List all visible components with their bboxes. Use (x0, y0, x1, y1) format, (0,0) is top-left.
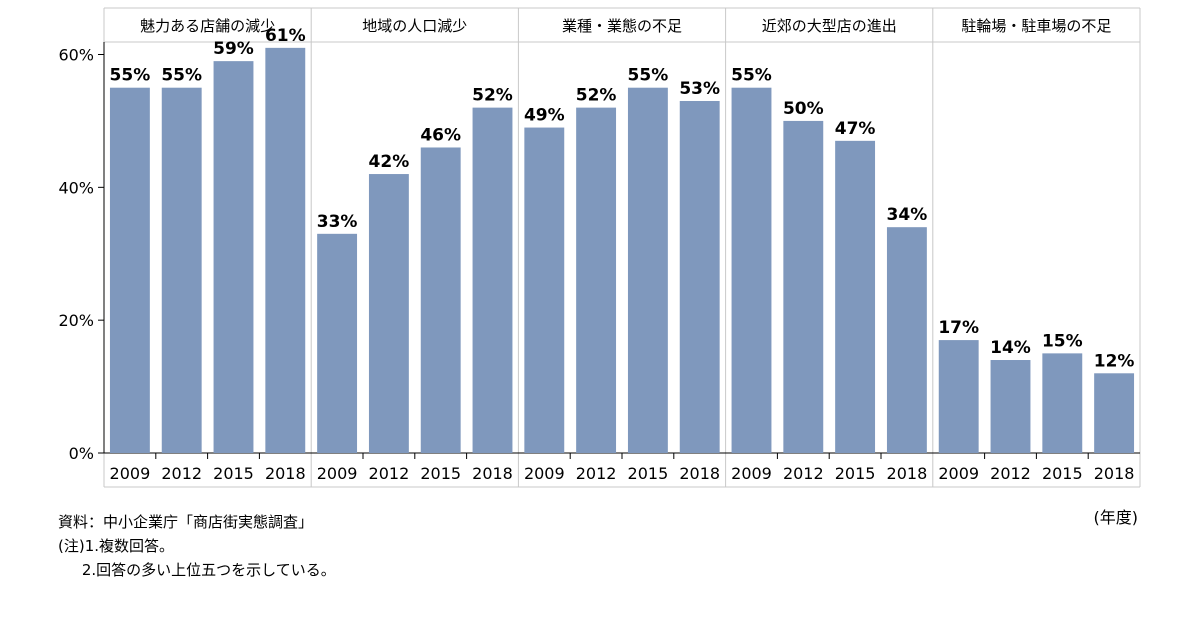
bar (368, 174, 409, 453)
x-tick-label: 2012 (161, 464, 202, 483)
bar-value-label: 55% (628, 66, 669, 86)
x-tick-label: 2012 (990, 464, 1031, 483)
bar-value-label: 14% (990, 338, 1031, 358)
x-tick-label: 2015 (213, 464, 254, 483)
y-tick-label: 20% (58, 311, 94, 330)
bar (109, 87, 150, 454)
x-tick-label: 2009 (524, 464, 565, 483)
note-2: 2.回答の多い上位五つを示している。 (58, 561, 336, 579)
bar (886, 227, 927, 453)
x-tick-label: 2018 (887, 464, 928, 483)
bar-value-label: 55% (731, 66, 772, 86)
y-tick-label: 40% (58, 178, 94, 197)
bar-chart: 0% 20% 40% 60% 魅力ある店舗の減少 55% 2009 55% 2012 59% 201… (58, 7, 1141, 488)
bar (213, 61, 254, 453)
bar (317, 233, 358, 453)
y-tick-label: 0% (69, 444, 94, 463)
x-tick-label: 2018 (265, 464, 306, 483)
x-tick-label: 2018 (1094, 464, 1135, 483)
group-header-label: 魅力ある店舗の減少 (140, 17, 275, 35)
y-tick-label: 60% (58, 45, 94, 64)
x-tick-label: 2012 (576, 464, 617, 483)
group-header-label: 近郊の大型店の進出 (762, 17, 897, 35)
bar (1042, 353, 1083, 453)
x-tick-label: 2018 (679, 464, 720, 483)
bar-value-label: 55% (161, 66, 202, 86)
bar-value-label: 15% (1042, 331, 1083, 351)
x-tick-label: 2015 (1042, 464, 1083, 483)
bar (1094, 373, 1135, 453)
bar-value-label: 61% (265, 26, 306, 46)
x-tick-label: 2009 (110, 464, 151, 483)
group-header-label: 業種・業態の不足 (562, 17, 682, 35)
x-tick-label: 2009 (317, 464, 358, 483)
bar-value-label: 59% (213, 39, 254, 59)
bar (627, 87, 668, 454)
bar (731, 87, 772, 454)
bar-value-label: 46% (420, 125, 461, 145)
bar (265, 47, 306, 454)
group-header-label: 駐輪場・駐車場の不足 (961, 17, 1111, 35)
x-tick-label: 2009 (938, 464, 979, 483)
bar (161, 87, 202, 454)
bar-value-label: 52% (576, 86, 617, 106)
x-tick-label: 2018 (472, 464, 513, 483)
bar (420, 147, 461, 454)
x-tick-label: 2012 (783, 464, 824, 483)
x-tick-label: 2012 (369, 464, 410, 483)
x-tick-label: 2015 (628, 464, 669, 483)
bar (679, 100, 720, 453)
bar-value-label: 42% (369, 152, 410, 172)
bar-value-label: 52% (472, 86, 513, 106)
bar-value-label: 47% (835, 119, 876, 139)
chart-notes: 資料：中小企業庁「商店街実態調査」 (注)1.複数回答。 2.回答の多い上位五つ… (58, 510, 336, 582)
bar-value-label: 17% (938, 318, 979, 338)
bar (990, 360, 1031, 453)
bar-value-label: 33% (317, 212, 358, 232)
bar (938, 340, 979, 453)
x-tick-label: 2009 (731, 464, 772, 483)
bar-value-label: 34% (887, 205, 928, 225)
bar-value-label: 49% (524, 106, 565, 126)
source-note: 資料：中小企業庁「商店街実態調査」 (58, 513, 314, 531)
bar-value-label: 12% (1094, 351, 1135, 371)
x-tick-label: 2015 (420, 464, 461, 483)
bar (835, 140, 876, 453)
bar-value-label: 50% (783, 99, 824, 119)
bar (472, 107, 513, 454)
bar-value-label: 53% (679, 79, 720, 99)
group-header-label: 地域の人口減少 (362, 17, 467, 35)
bar-value-label: 55% (110, 66, 151, 86)
bar (783, 120, 824, 453)
bar (524, 127, 565, 453)
note-1: (注)1.複数回答。 (58, 537, 175, 555)
bar (576, 107, 617, 454)
x-tick-label: 2015 (835, 464, 876, 483)
x-axis-unit: (年度) (1093, 508, 1139, 527)
